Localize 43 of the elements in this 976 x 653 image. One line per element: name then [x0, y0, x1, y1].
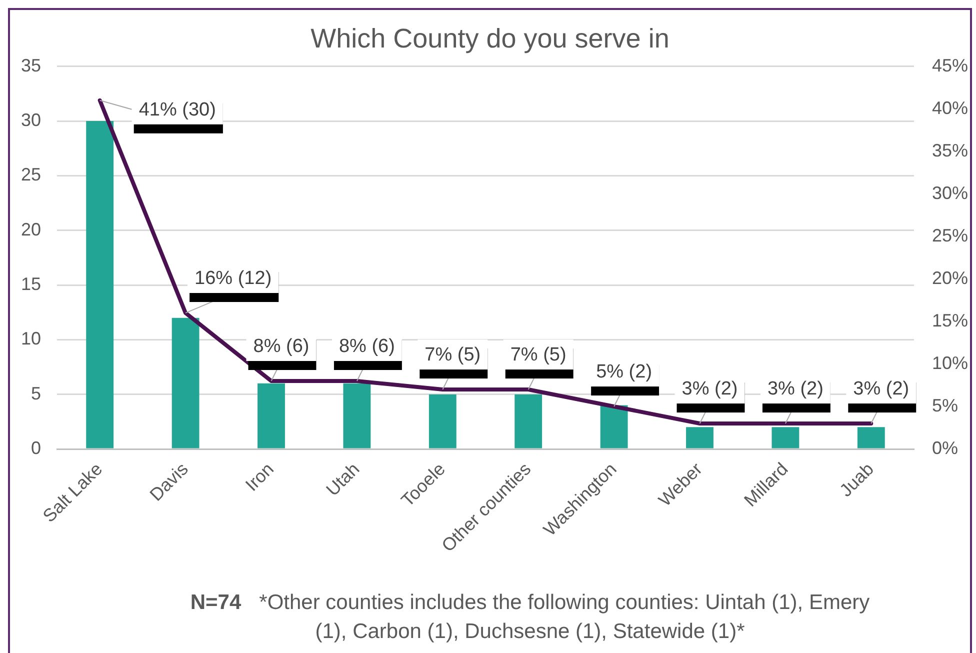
- y2-tick-label: 0%: [932, 438, 958, 458]
- bar: [343, 383, 371, 448]
- bar: [857, 427, 885, 448]
- bar: [86, 121, 114, 448]
- data-label: 8% (6): [253, 336, 310, 358]
- y2-tick-label: 20%: [932, 268, 968, 288]
- y2-tick-label: 35%: [932, 140, 968, 160]
- y-tick-label: 25: [20, 164, 41, 185]
- y-tick-label: 35: [20, 55, 41, 76]
- y-tick-label: 20: [20, 219, 41, 240]
- bar: [172, 318, 200, 448]
- y-tick-label: 15: [20, 274, 41, 294]
- bar: [600, 405, 628, 448]
- bar: [258, 383, 285, 448]
- text: N=74: [190, 591, 242, 614]
- y-tick-label: 0: [30, 438, 41, 458]
- y2-tick-label: 5%: [932, 395, 958, 416]
- bar: [772, 427, 800, 448]
- data-label: 41% (30): [138, 100, 216, 121]
- data-label: 7% (5): [424, 344, 481, 366]
- data-label: 5% (2): [596, 362, 652, 383]
- y-tick-label: 30: [20, 110, 41, 130]
- data-label: 8% (6): [338, 336, 395, 358]
- bar: [686, 427, 714, 448]
- data-label: 3% (2): [682, 378, 738, 400]
- y-tick-label: 5: [30, 383, 41, 404]
- text: *Other counties includes the following counties: Uintah (1), Emery (1), Carbon (1), Duchsesne (1), Statewide (1)*: [259, 591, 870, 643]
- bar: [428, 394, 456, 448]
- y2-tick-label: 45%: [932, 55, 968, 76]
- data-label: 7% (5): [510, 344, 566, 366]
- y2-tick-label: 10%: [932, 352, 968, 373]
- y-tick-label: 10: [20, 328, 41, 349]
- y2-tick-label: 15%: [932, 310, 968, 330]
- x-tick-label: Iron: [242, 458, 278, 495]
- data-label: 3% (2): [767, 378, 824, 400]
- y2-tick-label: 30%: [932, 182, 968, 203]
- x-tick-label: Utah: [322, 458, 364, 500]
- bar: [514, 394, 542, 448]
- data-label: 16% (12): [194, 268, 272, 290]
- data-label: 3% (2): [853, 378, 910, 400]
- y2-tick-label: 40%: [932, 98, 968, 118]
- chart-title: Which County do you serve in: [310, 24, 670, 54]
- y2-tick-label: 25%: [932, 225, 968, 246]
